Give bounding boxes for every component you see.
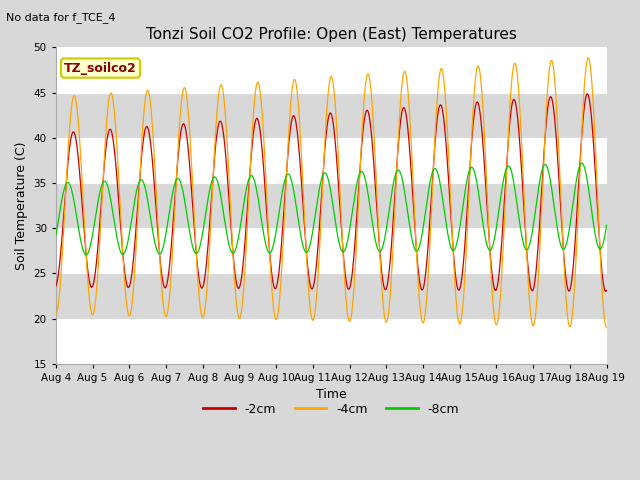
Y-axis label: Soil Temperature (C): Soil Temperature (C) [15,141,28,270]
Line: -8cm: -8cm [56,163,607,255]
-4cm [584,55,592,60]
-8cm [578,160,586,166]
Bar [56,228,607,273]
-8cm [52,233,60,239]
-4cm [115,174,122,180]
-8cm [532,199,540,205]
-4cm [532,303,540,309]
Text: TZ_soilco2: TZ_soilco2 [64,61,137,74]
Bar [56,273,607,319]
-2cm [592,180,600,185]
Bar [56,93,607,138]
-8cm [148,221,156,227]
Legend: -2cm, -4cm, -8cm: -2cm, -4cm, -8cm [198,398,464,421]
Text: No data for f_TCE_4: No data for f_TCE_4 [6,12,116,23]
-8cm [603,222,611,228]
-8cm [592,236,600,242]
Title: Tonzi Soil CO2 Profile: Open (East) Temperatures: Tonzi Soil CO2 Profile: Open (East) Temp… [146,27,516,42]
-2cm [147,147,155,153]
Line: -4cm: -4cm [56,58,607,327]
Bar [56,319,607,364]
Line: -2cm: -2cm [56,94,607,291]
-2cm [52,283,60,289]
Bar [56,48,607,93]
-2cm [263,214,271,220]
-8cm [115,243,123,249]
-2cm [532,264,540,270]
-8cm [287,176,295,182]
Bar [56,183,607,228]
-2cm [603,288,611,293]
X-axis label: Time: Time [316,388,347,401]
-4cm [287,99,295,105]
-2cm [115,197,122,203]
-4cm [263,199,271,204]
-4cm [147,109,155,115]
Bar [56,138,607,183]
-8cm [264,246,271,252]
-8cm [83,252,90,258]
-2cm [584,91,591,97]
-2cm [287,122,295,128]
-4cm [52,311,60,317]
-4cm [603,324,611,330]
-2cm [602,288,609,294]
-4cm [592,156,600,161]
